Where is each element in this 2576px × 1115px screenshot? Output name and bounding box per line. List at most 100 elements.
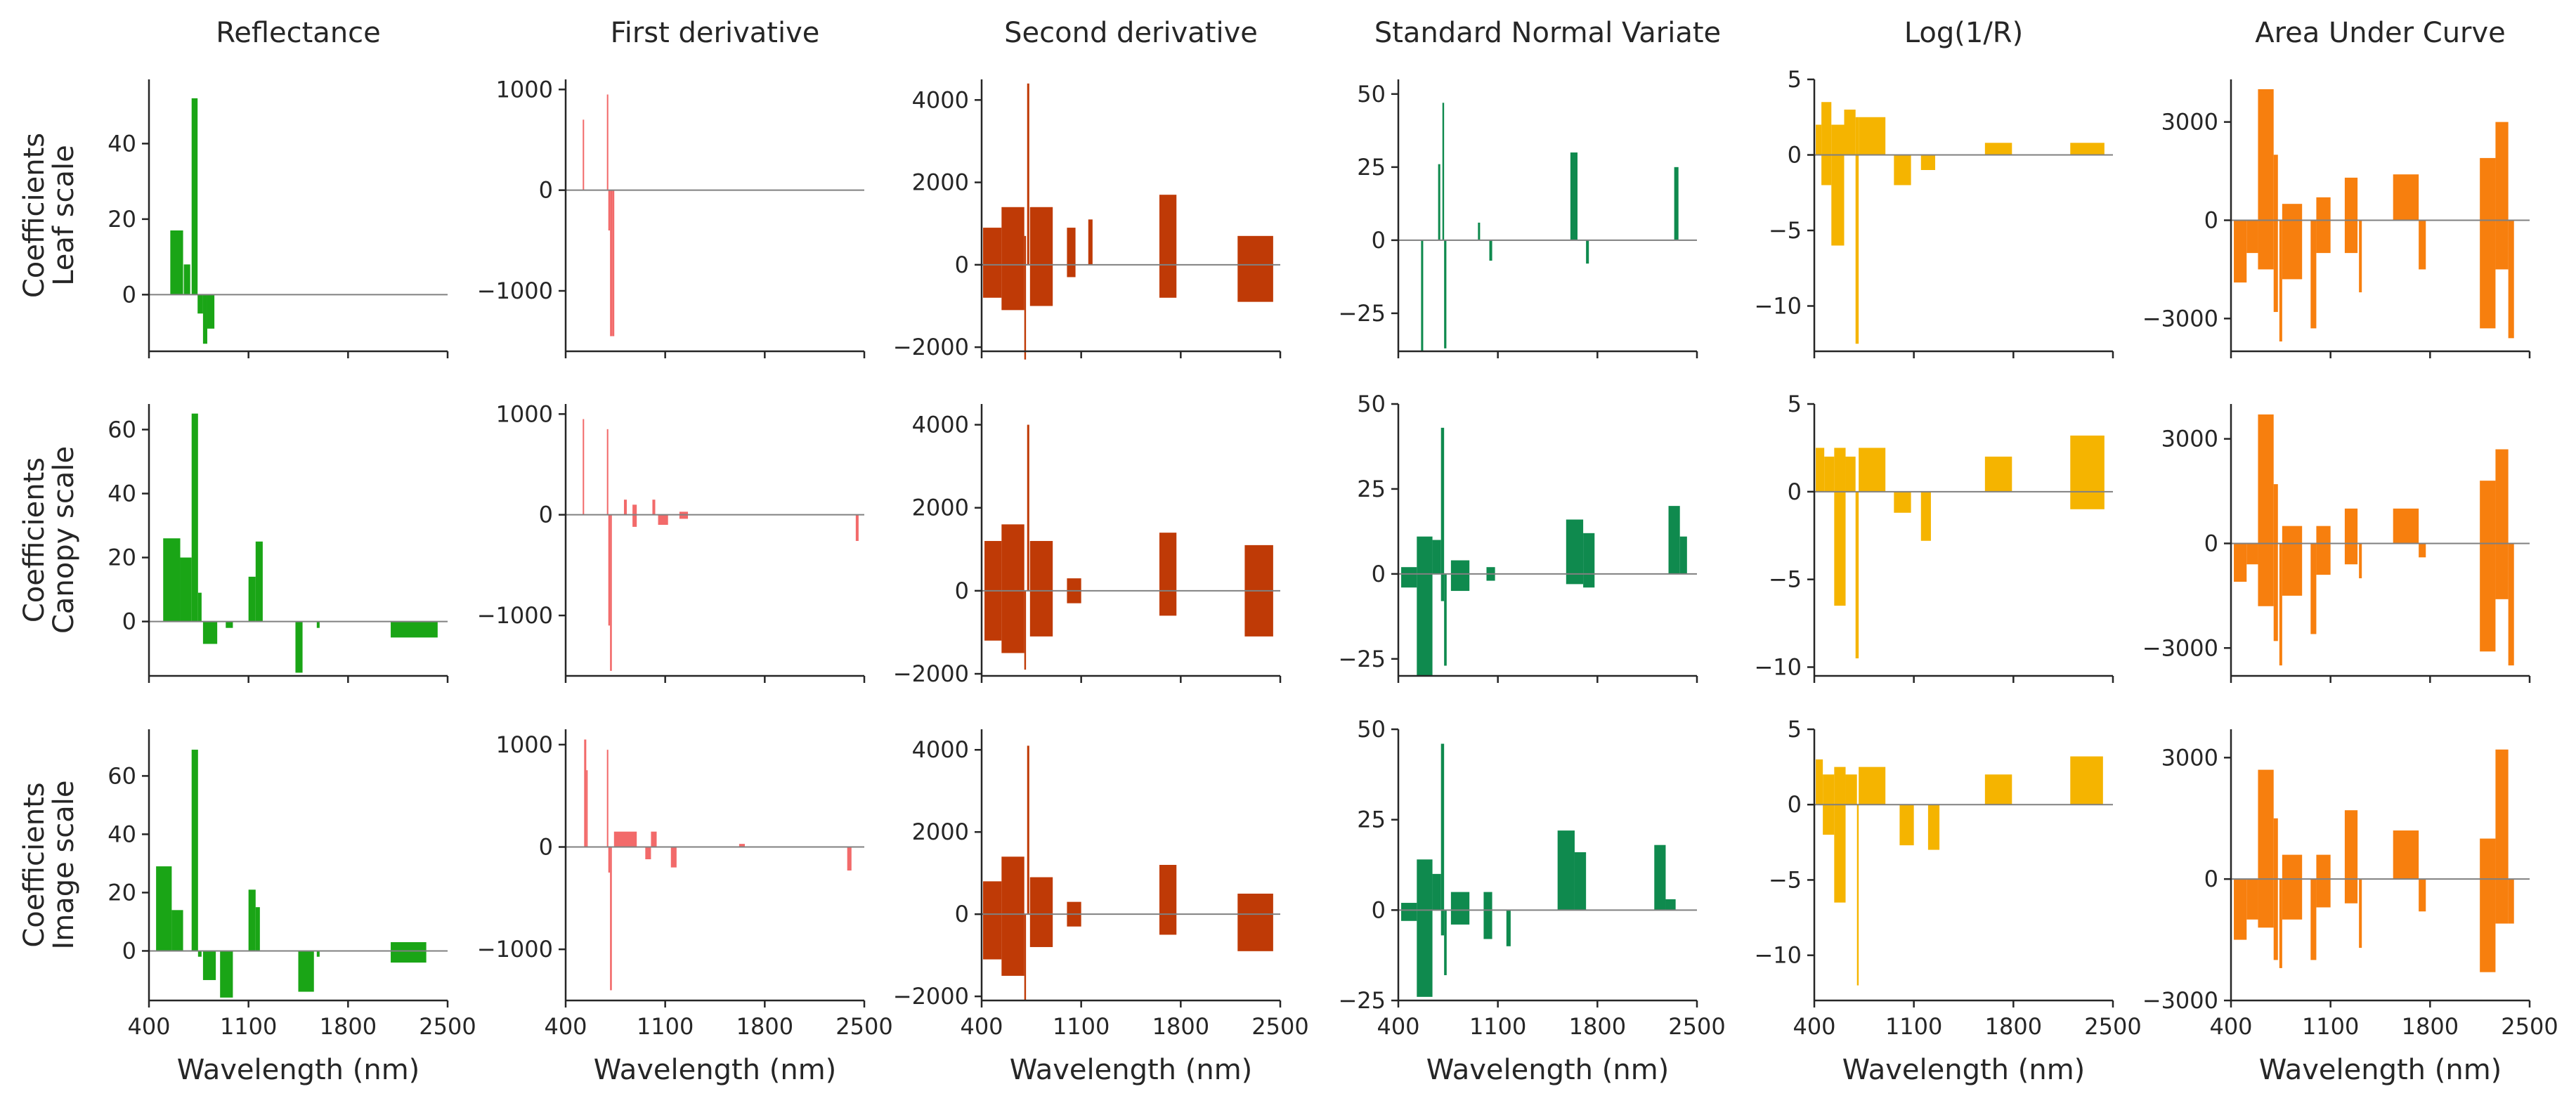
- coefficient-band: [1506, 910, 1511, 946]
- coefficient-band: [847, 847, 852, 871]
- x-tick-label: 2500: [835, 1013, 892, 1040]
- coefficient-band: [2316, 854, 2331, 908]
- coefficient-band: [608, 514, 611, 626]
- coefficient-band: [2273, 818, 2278, 960]
- coefficient-band: [2070, 143, 2105, 155]
- y-tick-label: 25: [1357, 476, 1386, 502]
- coefficient-band: [1859, 767, 1886, 805]
- y-tick-label: 20: [108, 545, 136, 571]
- coefficient-band: [1570, 152, 1578, 240]
- coefficient-band: [1899, 804, 1914, 846]
- coefficient-band: [1816, 124, 1822, 155]
- coefficient-band: [316, 951, 320, 957]
- coefficient-band: [1478, 222, 1481, 240]
- y-tick-label: 3000: [2161, 109, 2218, 136]
- y-tick-label: 25: [1357, 154, 1386, 181]
- coefficient-band: [632, 504, 637, 527]
- x-axis-label: Wavelength (nm): [1426, 1054, 1670, 1086]
- column-title: Reflectance: [216, 17, 381, 49]
- coefficient-band: [584, 739, 587, 847]
- panel-r2-c6: −3000 0 3000: [2142, 404, 2531, 683]
- panel-r3-c5: −10 −5 0 5 400 1100 1800 2500 Wavelength (nm): [1754, 716, 2141, 1086]
- coefficient-band: [1920, 155, 1936, 170]
- row-label-line2: Image scale: [48, 780, 80, 949]
- coefficient-band: [171, 910, 183, 951]
- x-tick-label: 1800: [1569, 1013, 1626, 1040]
- coefficient-band: [202, 294, 207, 344]
- coefficient-band: [652, 500, 656, 515]
- y-tick-label: −2000: [893, 334, 969, 360]
- coefficient-band: [1450, 560, 1470, 592]
- panel-r1-c1: 0 20 40: [108, 79, 449, 358]
- y-tick-label: −10: [1754, 293, 1802, 320]
- coefficient-band: [1401, 567, 1417, 588]
- coefficient-band: [1024, 590, 1027, 670]
- x-tick-label: 2500: [419, 1013, 476, 1040]
- coefficient-band: [1984, 143, 2012, 155]
- coefficient-band: [606, 429, 609, 515]
- coefficient-band: [1417, 536, 1433, 676]
- y-tick-label: 5: [1788, 391, 1802, 417]
- coefficient-band: [606, 94, 609, 190]
- x-tick-label: 400: [960, 1013, 1003, 1040]
- coefficient-band: [2310, 220, 2317, 329]
- coefficient-band: [2246, 879, 2258, 920]
- coefficient-band: [2316, 526, 2331, 575]
- coefficient-band: [1442, 103, 1445, 240]
- coefficient-band: [1432, 873, 1441, 911]
- y-tick-label: 40: [108, 130, 136, 157]
- y-tick-label: −10: [1754, 942, 1802, 969]
- coefficient-band: [391, 621, 438, 638]
- panel-r1-c3: −2000 0 2000 4000: [893, 79, 1282, 360]
- coefficient-band: [1844, 110, 1856, 155]
- coefficient-band: [1834, 767, 1846, 903]
- coefficient-band: [1029, 207, 1053, 306]
- y-tick-label: 1000: [496, 76, 553, 103]
- coefficient-band: [2480, 157, 2496, 329]
- y-tick-label: 1000: [496, 731, 553, 758]
- coefficient-band: [1845, 456, 1856, 492]
- coefficient-band: [202, 951, 216, 980]
- coefficient-band: [1834, 448, 1846, 606]
- y-tick-label: 0: [955, 578, 969, 604]
- coefficient-band: [1444, 573, 1447, 666]
- coefficient-band: [183, 264, 190, 295]
- panel-r3-c4: −25 0 25 50 400 1100 1800 2500 Wavelength (nm): [1338, 716, 1725, 1086]
- y-tick-label: 0: [539, 834, 553, 861]
- y-tick-label: 0: [1372, 227, 1386, 254]
- panel-r2-c3: −2000 0 2000 4000: [893, 404, 1282, 687]
- panel-r1-c5: −10 −5 0 5: [1754, 66, 2114, 358]
- coefficient-band: [2234, 879, 2247, 940]
- coefficient-band: [197, 294, 203, 314]
- y-tick-label: 0: [955, 252, 969, 278]
- y-tick-label: −5: [1769, 866, 1802, 893]
- coefficient-band: [156, 866, 172, 951]
- y-tick-label: −2000: [893, 983, 969, 1010]
- coefficient-band: [2316, 197, 2331, 254]
- x-tick-label: 400: [1793, 1013, 1835, 1040]
- coefficient-band: [295, 621, 303, 673]
- coefficient-band: [2246, 220, 2258, 254]
- y-tick-label: −5: [1769, 566, 1802, 593]
- coefficient-band: [1444, 910, 1447, 975]
- y-tick-label: 20: [108, 879, 136, 906]
- coefficient-band: [1856, 804, 1859, 986]
- coefficient-band: [1432, 540, 1441, 574]
- coefficient-band: [610, 190, 613, 337]
- y-tick-label: 0: [1788, 478, 1802, 505]
- y-tick-label: 1000: [496, 400, 553, 427]
- coefficient-band: [1831, 124, 1845, 246]
- y-tick-label: −3000: [2142, 305, 2218, 332]
- x-tick-label: 1100: [637, 1013, 694, 1040]
- coefficient-band: [1067, 228, 1076, 278]
- coefficient-band: [1824, 456, 1835, 492]
- y-tick-label: 0: [2204, 530, 2218, 556]
- coefficient-band: [583, 119, 585, 190]
- y-tick-label: 40: [108, 480, 136, 507]
- panel-r3-c1: 0 20 40 60 400 1100 1800 2500 Wavelength (nm): [108, 729, 476, 1086]
- y-tick-label: 0: [122, 281, 136, 308]
- x-tick-label: 1100: [220, 1013, 277, 1040]
- panel-r1-c4: −25 0 25 50: [1338, 79, 1698, 358]
- column-title: Second derivative: [1004, 17, 1258, 49]
- column-title: Log(1/R): [1904, 17, 2023, 49]
